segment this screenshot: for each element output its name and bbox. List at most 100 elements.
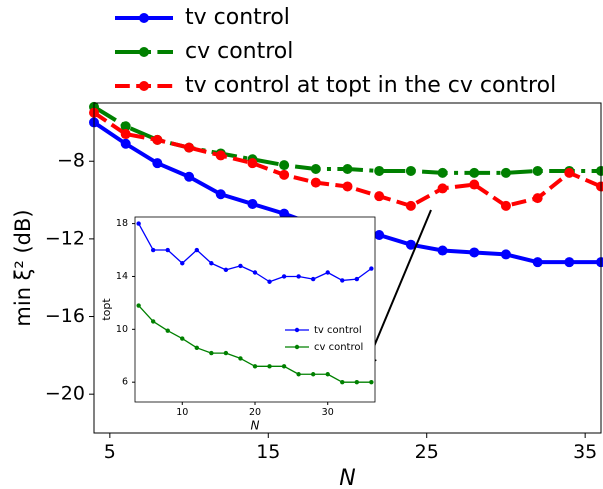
point [405, 200, 416, 211]
point [136, 303, 141, 308]
point [532, 257, 543, 268]
point [374, 191, 385, 202]
legend-label: tv control [185, 5, 290, 30]
point [469, 179, 480, 190]
point [369, 379, 374, 385]
point [374, 165, 385, 176]
point [405, 165, 416, 176]
point [354, 276, 360, 282]
point [342, 181, 353, 192]
point [152, 158, 163, 169]
point [469, 167, 480, 178]
point [279, 169, 290, 180]
x-tick-label: 35 [573, 441, 597, 463]
point [596, 165, 603, 176]
x-tick-label: 15 [256, 441, 280, 463]
point [596, 257, 603, 268]
x-axis-label: N [251, 419, 260, 433]
series-line [92, 111, 602, 208]
point [405, 239, 416, 250]
point [437, 245, 448, 256]
x-tick-label: 25 [415, 441, 439, 463]
point [150, 247, 156, 253]
point [223, 267, 229, 273]
point [564, 257, 575, 268]
point [194, 345, 200, 351]
point [342, 164, 353, 174]
point [296, 372, 301, 377]
point [194, 247, 200, 253]
point [252, 364, 258, 369]
point [354, 379, 360, 385]
y-axis-label: topt [100, 298, 113, 321]
point [437, 183, 448, 194]
x-tick-label: 30 [322, 407, 334, 418]
point [247, 158, 258, 169]
point [340, 278, 345, 283]
legend-marker [294, 344, 300, 350]
y-tick-label: 6 [122, 377, 128, 388]
point [500, 167, 511, 178]
x-tick-label: 5 [104, 441, 116, 463]
point [310, 372, 316, 377]
point [165, 247, 170, 253]
point [532, 193, 543, 204]
y-tick-label: −12 [45, 227, 85, 249]
legend-marker [294, 327, 300, 333]
legend-label: cv control [185, 39, 293, 64]
point [180, 261, 185, 266]
legend-label: tv control at topt in the cv control [185, 73, 556, 98]
y-tick-label: −16 [45, 305, 85, 327]
point [238, 356, 243, 361]
point [238, 263, 243, 269]
point [310, 164, 321, 174]
point [267, 279, 272, 284]
point [500, 200, 511, 211]
point [325, 270, 330, 275]
point [500, 249, 511, 260]
point [136, 221, 141, 226]
point [120, 121, 131, 132]
legend-label: tv control [314, 325, 362, 336]
y-tick-label: 10 [116, 324, 128, 335]
x-axis-label: N [339, 466, 355, 489]
y-tick-label: 14 [116, 271, 128, 282]
point [150, 319, 156, 324]
y-tick-label: −8 [57, 150, 85, 172]
point [165, 328, 170, 333]
point [252, 270, 258, 275]
point [310, 177, 321, 188]
point [152, 134, 163, 145]
point [296, 274, 301, 279]
point [215, 150, 226, 161]
point [325, 372, 330, 377]
point [437, 167, 448, 178]
point [374, 230, 385, 240]
point [223, 350, 229, 356]
plot-frame [93, 102, 602, 434]
x-tick-label: 10 [176, 407, 188, 418]
point [564, 167, 575, 178]
point [281, 274, 287, 279]
y-tick-label: −20 [45, 383, 85, 405]
legend-marker [139, 47, 149, 57]
point [369, 266, 374, 271]
point [209, 261, 214, 266]
point [532, 165, 543, 176]
legend-label: cv control [314, 342, 363, 353]
point [184, 171, 195, 182]
x-tick-label: 20 [249, 407, 261, 418]
annotation-arrow [362, 209, 432, 372]
point [310, 276, 316, 282]
point [184, 142, 195, 153]
series-line [92, 105, 601, 175]
y-axis-label: min ξ² (dB) [11, 209, 35, 326]
legend-marker [139, 13, 149, 23]
point [279, 208, 290, 219]
point [215, 189, 226, 200]
inset-background [135, 217, 375, 402]
point [267, 364, 272, 369]
